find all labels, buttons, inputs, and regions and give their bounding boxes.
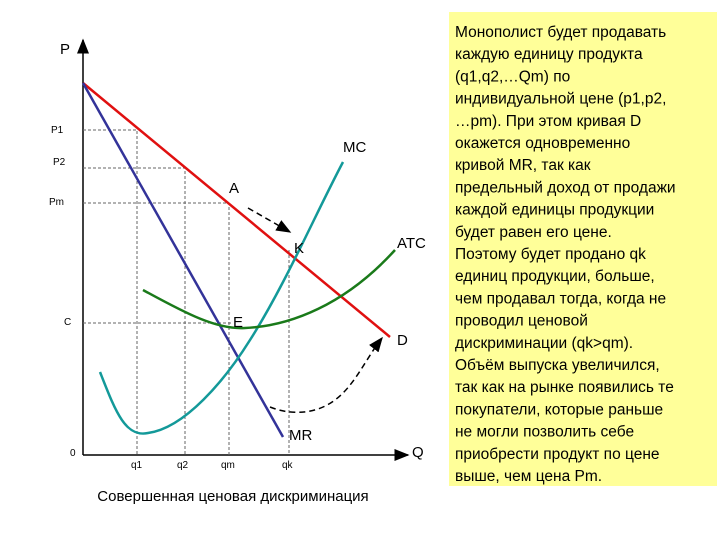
x-axis-label: Q (412, 444, 424, 461)
text-box-lines: Монополист будет продавать каждую единицу… (455, 24, 676, 485)
text-box-line: …pm). При этом кривая D (455, 113, 641, 130)
text-box-line: (q1,q2,…Qm) по (455, 68, 570, 85)
quantity-label: q1 (131, 460, 143, 471)
price-label: Pm (49, 197, 64, 208)
text-box-line: каждой единицы продукции (455, 202, 654, 219)
text-box-line: выше, чем цена Pm. (455, 468, 602, 485)
y-axis-label: P (60, 41, 70, 58)
atc-curve (142, 249, 396, 330)
point-label: A (229, 180, 239, 197)
curve-label: ATC (397, 235, 426, 252)
text-box-line: каждую единицу продукта (455, 46, 643, 63)
arrow (247, 207, 292, 233)
quantity-label: qm (221, 460, 235, 471)
text-box-line: чем продавал тогда, когда не (455, 290, 666, 307)
price-label: P2 (53, 157, 66, 168)
origin-label: 0 (70, 448, 76, 459)
text-box-line: предельный доход от продажи (455, 179, 676, 196)
text-box-line: будет равен его цене. (455, 224, 612, 241)
mr-curve (81, 82, 285, 438)
curve-label: MC (343, 139, 366, 156)
text-box-line: кривой MR, так как (455, 157, 591, 174)
price-label: C (64, 317, 71, 328)
text-box-line: так как на рынке появились те (455, 379, 674, 396)
text-box-line: Монополист будет продавать (455, 24, 666, 41)
point-label: K (294, 240, 304, 257)
text-box-line: индивидуальной цене (p1,p2, (455, 91, 666, 108)
text-box-line: Объём выпуска увеличился, (455, 357, 660, 374)
quantity-label: qk (282, 460, 294, 471)
curve-label: D (397, 332, 408, 349)
text-box-line: проводил ценовой (455, 313, 588, 330)
mc-curve (98, 161, 345, 435)
text-box-line: приобрести продукт по цене (455, 446, 660, 463)
point-label: E (233, 314, 243, 331)
curve-label: MR (289, 427, 312, 444)
text-box-line: покупатели, которые раньше (455, 401, 663, 418)
text-box-line: дискриминации (qk>qm). (455, 335, 633, 352)
text-box-line: Поэтому будет продано qk (455, 246, 646, 263)
text-box (449, 12, 717, 486)
text-box-line: единиц продукции, больше, (455, 268, 655, 285)
text-box-line: окажется одновременно (455, 135, 630, 152)
price-label: P1 (51, 125, 64, 136)
demand-curve (82, 82, 391, 338)
caption: Совершенная ценовая дискриминация (97, 488, 368, 505)
text-box-line: не могли позволить себе (455, 424, 634, 441)
quantity-label: q2 (177, 460, 189, 471)
arrow (269, 336, 383, 414)
